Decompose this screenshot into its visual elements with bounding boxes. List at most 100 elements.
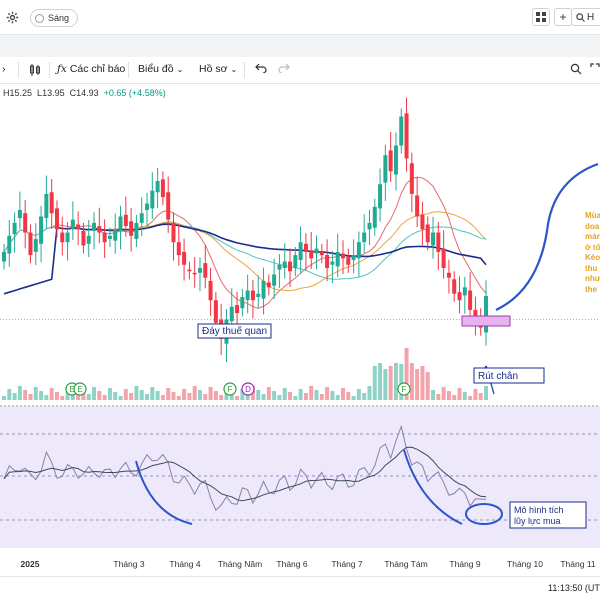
clock: 11:13:50 (UT (548, 583, 600, 593)
x-tick-label: Tháng 4 (169, 559, 201, 569)
candle-body (145, 203, 150, 210)
rsi-signal-line (3, 446, 487, 502)
event-marker (397, 382, 411, 396)
grid-icon[interactable] (532, 8, 550, 26)
side-note-line: thu (585, 263, 598, 273)
candle-body (44, 193, 49, 219)
rsi-line (3, 424, 487, 512)
volume-bar (362, 393, 367, 400)
candle-body (118, 216, 123, 231)
candle-body (182, 251, 187, 265)
plus-icon[interactable]: + (554, 8, 572, 26)
fullscreen-icon[interactable] (590, 63, 600, 73)
volume-bar (33, 387, 38, 400)
candle-body (129, 221, 134, 236)
event-marker-label: F (402, 385, 407, 394)
chart-type-button[interactable]: Biểu đồ ⌄ (138, 63, 183, 75)
volume-bar (129, 393, 134, 400)
volume-bar (340, 388, 345, 400)
volume-bar (298, 389, 303, 400)
ohlc-legend: H15.25 L13.95 C14.93 +0.65 (+4.58%) (3, 88, 166, 98)
candle-body (404, 113, 409, 159)
candle-body (113, 229, 118, 241)
candle-body (250, 290, 255, 301)
volume-bar (351, 396, 356, 400)
ohlc-high-label: H (3, 88, 10, 98)
snapshot-search-icon[interactable] (570, 63, 582, 75)
candle-body (54, 208, 59, 230)
candle-body (33, 239, 38, 252)
volume-bar (367, 386, 372, 400)
volume-bar (473, 389, 478, 400)
candle-body (2, 251, 6, 262)
candle-body (446, 272, 451, 278)
volume-bar (155, 391, 160, 400)
function-icon: ƒx (57, 63, 67, 75)
theme-toggle-label: Sáng (48, 13, 70, 23)
ma-short-line (3, 176, 487, 309)
candle-body (277, 264, 282, 270)
volume-bar (431, 390, 436, 400)
volume-bar (399, 364, 404, 400)
moving-averages (3, 176, 487, 309)
candle-body (208, 280, 213, 301)
price-chart[interactable]: E E F D F Đáy thuế quan Rút chân Mô hình tíchlũ… (0, 84, 600, 552)
candles-icon[interactable] (29, 63, 41, 77)
candle-body (256, 293, 261, 297)
candle-body (420, 214, 425, 230)
accumulation-label-box (509, 501, 587, 529)
side-note-line: Mùa (585, 211, 600, 220)
volume-bar (484, 386, 488, 400)
candle-body (92, 222, 97, 231)
candle-body (213, 300, 218, 323)
candle-body (425, 224, 430, 243)
candle-body (484, 296, 488, 333)
volume-bar (314, 390, 319, 400)
volume-bar (139, 390, 144, 400)
candle-body (65, 232, 70, 243)
toolbar-divider (49, 62, 50, 78)
volume-bar (12, 393, 17, 400)
pin-bar-label-box (473, 367, 545, 384)
candle-body (17, 210, 22, 219)
event-marker-label: E (77, 385, 82, 394)
x-tick-label: Tháng 7 (331, 559, 363, 569)
candle-body (378, 184, 383, 209)
chart-type-label: Biểu đồ (138, 63, 174, 75)
candle-body (150, 190, 155, 209)
volume-bar (330, 391, 335, 400)
candle-body (81, 230, 86, 246)
candle-body (340, 253, 345, 259)
candle-body (351, 255, 356, 260)
redo-icon[interactable] (278, 63, 290, 73)
side-note-line: doa (585, 221, 600, 231)
volume-bar (150, 387, 155, 400)
chart-toolbar: › ƒx Các chỉ báo Biểu đồ ⌄ Hồ sơ ⌄ (0, 57, 600, 84)
volume-bar (372, 366, 377, 400)
candle-body (399, 116, 404, 146)
symbol-search[interactable]: H (571, 8, 600, 26)
volume-bar (166, 388, 171, 400)
undo-icon[interactable] (255, 63, 267, 73)
candle-body (245, 290, 250, 301)
volume-bar (123, 389, 128, 400)
gear-icon[interactable] (4, 9, 20, 25)
indicators-button[interactable]: ƒx Các chỉ báo (57, 63, 125, 75)
chevron-right-icon[interactable]: › (2, 63, 6, 75)
volume-bar (245, 393, 250, 400)
candle-body (86, 235, 91, 244)
volume-bar (192, 386, 197, 400)
volume-bar (60, 396, 65, 400)
event-marker (223, 382, 237, 396)
volume-bar (409, 363, 414, 400)
theme-toggle[interactable]: Sáng (30, 9, 79, 27)
accumulation-label-line2: lũy lực mua (514, 516, 561, 526)
candle-body (436, 232, 441, 252)
volume-bar (468, 396, 473, 400)
candle-body (293, 255, 298, 268)
volume-bar (356, 389, 361, 400)
ma-medium-line (3, 211, 487, 292)
candle-body (372, 206, 377, 228)
volume-bar (404, 348, 409, 400)
profile-button[interactable]: Hồ sơ ⌄ (199, 63, 237, 75)
